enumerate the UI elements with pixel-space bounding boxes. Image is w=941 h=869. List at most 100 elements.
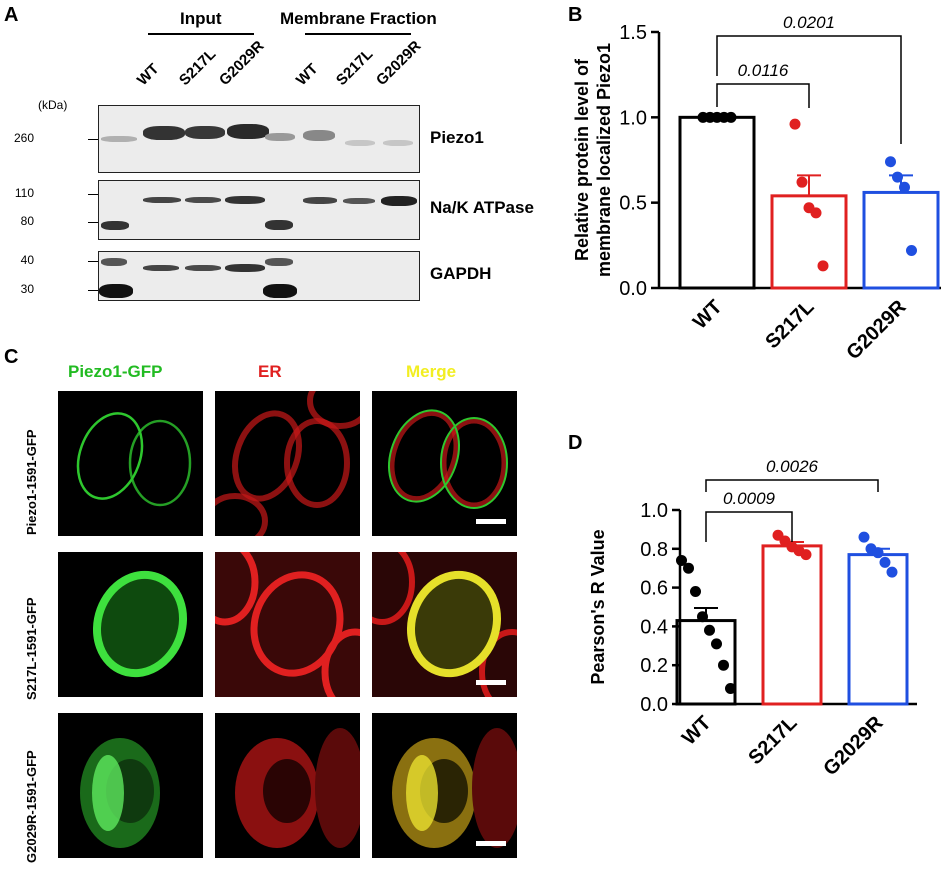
band: [263, 284, 297, 298]
y-tick-label: 1.0: [619, 107, 647, 129]
band: [383, 140, 413, 146]
data-point: [690, 585, 701, 597]
y-axis-label: Relative protein level of: [572, 58, 592, 261]
y-axis-label: Pearson's R Value: [588, 529, 608, 684]
micrograph-g2029r-merge: [372, 713, 517, 858]
micrograph-g2029r-gfp: [58, 713, 203, 858]
protein-label-piezo1: Piezo1: [430, 128, 484, 147]
band: [345, 140, 375, 146]
x-tick-label: G2029R: [842, 296, 911, 360]
bar-wt: [678, 115, 756, 290]
significance-bracket: [705, 479, 879, 492]
micrograph-wt-merge: [372, 391, 517, 536]
y-tick-label: 0.4: [640, 616, 668, 638]
data-point: [718, 659, 729, 671]
data-point: [725, 111, 737, 123]
y-tick-label: 0.2: [640, 655, 668, 677]
micrograph-s217l-gfp: [58, 552, 203, 697]
marker-260: 260: [13, 131, 34, 145]
y-axis-label: membrane localized Piezo1: [594, 43, 614, 277]
panel-letter-c: C: [4, 346, 19, 368]
panel-letter-b: B: [568, 4, 583, 26]
panel-letter-a: A: [4, 4, 19, 26]
marker-30: 30: [20, 282, 34, 296]
band: [265, 133, 295, 141]
data-point: [725, 682, 736, 694]
data-point: [796, 176, 808, 188]
lane-label-g2029r-input: G2029R: [215, 37, 268, 89]
data-point: [906, 244, 917, 256]
significance-bracket: [705, 511, 793, 542]
band: [185, 197, 221, 203]
band: [143, 197, 181, 203]
data-point: [683, 562, 694, 574]
scale-bar: [476, 519, 506, 524]
data-point: [711, 638, 722, 650]
band: [99, 284, 133, 298]
band: [101, 136, 137, 142]
marker-tick: [88, 194, 98, 195]
band: [185, 126, 225, 139]
data-point: [810, 207, 822, 219]
micrograph-wt-gfp: [58, 391, 203, 536]
protein-label-atpase: Na/K ATPase: [430, 198, 534, 217]
significance-bracket: [716, 35, 902, 144]
band: [303, 130, 335, 141]
chart-pearson-r: 0.0 0.2 0.4 0.6 0.8 1.0 Pearson's R Value WT S21…: [588, 457, 917, 781]
lane-label-g2029r-membrane: G2029R: [372, 37, 425, 89]
band: [143, 265, 179, 271]
lane-label-wt-membrane: WT: [292, 60, 322, 89]
y-tick-label: 1.0: [640, 500, 668, 522]
micrograph-g2029r-er: [215, 713, 360, 858]
band: [265, 220, 293, 230]
y-tick-label: 0.8: [640, 539, 668, 561]
micrograph-s217l-merge: [372, 552, 517, 697]
data-point: [892, 171, 903, 183]
x-tick-label: S217L: [744, 712, 801, 769]
marker-tick: [88, 222, 98, 223]
y-tick-label: 0.5: [619, 193, 647, 215]
group-input-line: [148, 33, 254, 35]
group-input-label: Input: [180, 9, 222, 28]
group-membrane-line: [305, 33, 411, 35]
data-point: [886, 566, 898, 578]
chart-membrane-piezo1: 0.0 0.5 1.0 1.5 Relative protein level of mem…: [572, 13, 941, 360]
scale-bar: [476, 680, 506, 685]
marker-tick: [88, 261, 98, 262]
p-value-label: 0.0116: [738, 61, 789, 80]
data-point: [872, 547, 884, 559]
data-point: [885, 156, 896, 168]
marker-110: 110: [14, 186, 34, 200]
data-point: [800, 549, 812, 561]
data-point: [858, 531, 870, 543]
kda-label: (kDa): [38, 98, 68, 112]
band: [381, 196, 417, 206]
marker-40: 40: [20, 253, 34, 267]
significance-bracket: [716, 83, 810, 108]
column-head-gfp: Piezo1-GFP: [68, 362, 163, 381]
band: [225, 264, 265, 272]
bar-s217l: [761, 544, 823, 706]
marker-80: 80: [20, 214, 34, 228]
marker-tick: [88, 139, 98, 140]
data-point: [899, 181, 910, 193]
band: [343, 198, 375, 204]
column-head-merge: Merge: [406, 362, 457, 381]
x-tick-label: WT: [689, 296, 727, 334]
micrograph-s217l-er: [215, 552, 360, 697]
data-point: [676, 554, 687, 566]
x-tick-label: S217L: [761, 296, 818, 353]
row-head-wt: Piezo1-1591-GFP: [24, 429, 39, 536]
micrograph-wt-er: [215, 391, 360, 536]
data-point: [697, 611, 708, 623]
p-value-label: 0.0026: [766, 457, 819, 476]
y-tick-label: 0.6: [640, 578, 668, 600]
blot-piezo1: [98, 105, 420, 173]
x-tick-label: G2029R: [819, 712, 888, 781]
band: [265, 258, 293, 266]
column-head-er: ER: [258, 362, 282, 381]
blot-atpase: [98, 180, 420, 240]
p-value-label: 0.0201: [783, 13, 835, 32]
band: [101, 258, 127, 266]
band: [225, 196, 265, 204]
